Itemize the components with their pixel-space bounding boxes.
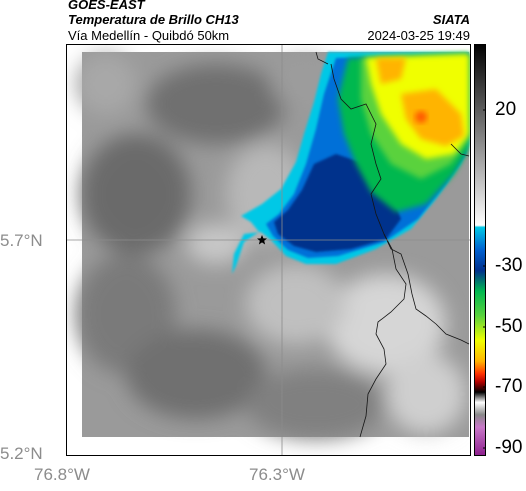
region-subtitle: Vía Medellín - Quibdó 50km	[68, 28, 230, 43]
graticule	[66, 44, 471, 456]
satellite-map	[66, 44, 471, 456]
colorbar-label-minus50: -50	[495, 316, 523, 337]
colorbar-label-20: 20	[495, 99, 517, 120]
colorbar-label-minus30: -30	[495, 255, 523, 276]
colorbar-label-minus70: -70	[495, 376, 523, 397]
lat-tick-label: 5.7°N	[0, 231, 43, 250]
satellite-title: GOES-EAST	[68, 0, 145, 12]
coastline-borders	[315, 51, 470, 438]
product-title: Temperatura de Brillo CH13	[68, 12, 239, 27]
datetime-label: 2024-03-25 19:49	[367, 28, 470, 43]
lat-tick-label: 5.2°N	[0, 444, 43, 463]
lon-tick-label: 76.3°W	[249, 465, 305, 484]
source-label: SIATA	[432, 12, 470, 27]
lon-tick-label: 76.8°W	[34, 465, 90, 484]
cloud-system	[232, 52, 469, 274]
star-icon	[257, 235, 267, 245]
colorbar	[474, 44, 486, 456]
colorbar-label-minus90: -90	[495, 437, 523, 458]
